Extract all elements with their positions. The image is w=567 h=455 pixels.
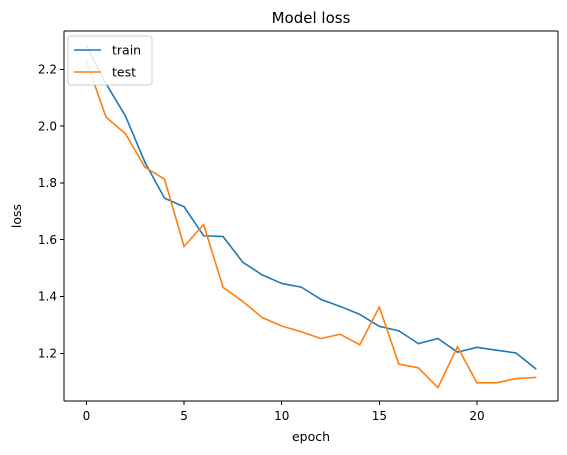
data-point-test-16 [398, 363, 400, 365]
data-point-train-17 [417, 342, 420, 345]
data-point-train-8 [241, 261, 244, 263]
data-point-test-1 [105, 116, 107, 118]
x-axis-ticks: 0 5 10 15 20 [83, 401, 485, 423]
data-point-test-5 [183, 245, 185, 248]
data-point-test-8 [241, 300, 244, 303]
data-point-train-2 [124, 115, 127, 117]
data-point-test-6 [202, 223, 205, 226]
data-point-test-3 [144, 166, 146, 169]
x-axis-title: epoch [292, 429, 330, 444]
data-point-train-23 [534, 367, 537, 370]
data-point-train-10 [280, 282, 283, 285]
data-point-test-20 [476, 382, 478, 384]
data-point-test-10 [280, 325, 283, 327]
x-tick-label-10: 10 [274, 409, 289, 423]
y-axis-title: loss [9, 204, 24, 228]
data-point-train-19 [456, 351, 459, 353]
data-point-train-5 [183, 205, 185, 208]
data-point-train-11 [300, 286, 303, 288]
data-point-train-12 [319, 298, 322, 301]
y-tick-label-1.8: 1.8 [38, 176, 57, 190]
data-point-train-13 [339, 305, 342, 308]
data-point-test-2 [124, 132, 127, 135]
data-point-train-21 [495, 349, 498, 351]
data-point-train-18 [437, 337, 439, 340]
legend-label-train: train [112, 43, 141, 58]
chart-title: Model loss [272, 9, 351, 27]
plot-area-background [64, 31, 558, 401]
data-point-train-14 [359, 313, 361, 316]
data-point-test-11 [300, 330, 303, 333]
x-tick-label-15: 15 [372, 409, 387, 423]
data-point-test-21 [495, 382, 498, 384]
series-layer [85, 44, 537, 389]
x-tick-label-5: 5 [180, 409, 188, 423]
series-line-test [85, 60, 537, 389]
y-tick-label-1.6: 1.6 [38, 233, 57, 247]
data-point-train-7 [222, 235, 224, 238]
data-point-test-19 [456, 345, 459, 348]
data-point-test-22 [515, 377, 517, 380]
y-tick-label-1.2: 1.2 [38, 346, 57, 360]
data-point-test-17 [417, 366, 420, 369]
x-tick-label-0: 0 [83, 409, 91, 423]
data-point-test-12 [319, 337, 322, 340]
data-point-train-15 [378, 325, 381, 328]
y-tick-label-2.0: 2.0 [38, 119, 57, 133]
data-point-train-3 [144, 161, 146, 164]
data-point-test-14 [359, 343, 361, 346]
y-axis-ticks: 1.2 1.4 1.6 1.8 2.0 2.2 [38, 63, 64, 360]
y-tick-label-2.2: 2.2 [38, 63, 57, 77]
data-point-train-4 [163, 197, 166, 200]
data-point-test-18 [437, 386, 439, 389]
data-point-test-7 [222, 286, 224, 289]
data-point-test-23 [534, 376, 537, 379]
data-point-train-22 [515, 352, 517, 354]
data-point-train-16 [398, 330, 400, 332]
x-tick-label-20: 20 [469, 409, 484, 423]
data-point-test-4 [163, 178, 166, 181]
legend: train test [67, 35, 153, 86]
data-point-train-20 [476, 346, 478, 349]
legend-label-test: test [112, 65, 136, 80]
data-point-test-9 [261, 316, 263, 319]
y-tick-label-1.4: 1.4 [38, 290, 57, 304]
data-point-test-13 [339, 333, 342, 336]
data-point-train-6 [202, 234, 205, 237]
data-point-train-9 [261, 274, 263, 276]
data-point-test-15 [378, 306, 381, 308]
